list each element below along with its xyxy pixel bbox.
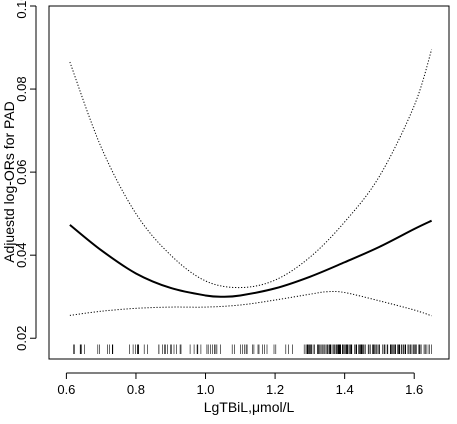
x-tick-label: 1.2 [266, 382, 284, 397]
y-tick-label: 0.08 [14, 76, 29, 101]
x-axis-title: LgTBiL,μmol/L [204, 399, 295, 415]
confidence-band-line-2 [69, 290, 432, 317]
x-tick-label: 1.6 [405, 382, 423, 397]
x-tick-label: 0.6 [57, 382, 75, 397]
x-tick-label: 0.8 [127, 382, 145, 397]
y-tick-label: 0.02 [14, 326, 29, 351]
estimate-line [69, 219, 433, 298]
x-tick-label: 1.0 [196, 382, 214, 397]
series-group [69, 49, 433, 317]
confidence-band-line-1 [69, 49, 433, 289]
x-axis: 0.6 0.8 1.0 1.2 1.4 1.6 [57, 372, 423, 397]
plot-frame [48, 5, 450, 360]
y-axis: 0.02 0.04 0.06 0.08 0.10 [14, 0, 37, 351]
y-tick-label: 0.06 [14, 159, 29, 184]
y-tick-label: 0.10 [14, 0, 29, 19]
y-tick-label: 0.04 [14, 243, 29, 268]
x-tick-label: 1.4 [336, 382, 354, 397]
y-axis-title: Adjuestd log-ORs for PAD [1, 101, 17, 263]
rug-marks [73, 344, 432, 355]
